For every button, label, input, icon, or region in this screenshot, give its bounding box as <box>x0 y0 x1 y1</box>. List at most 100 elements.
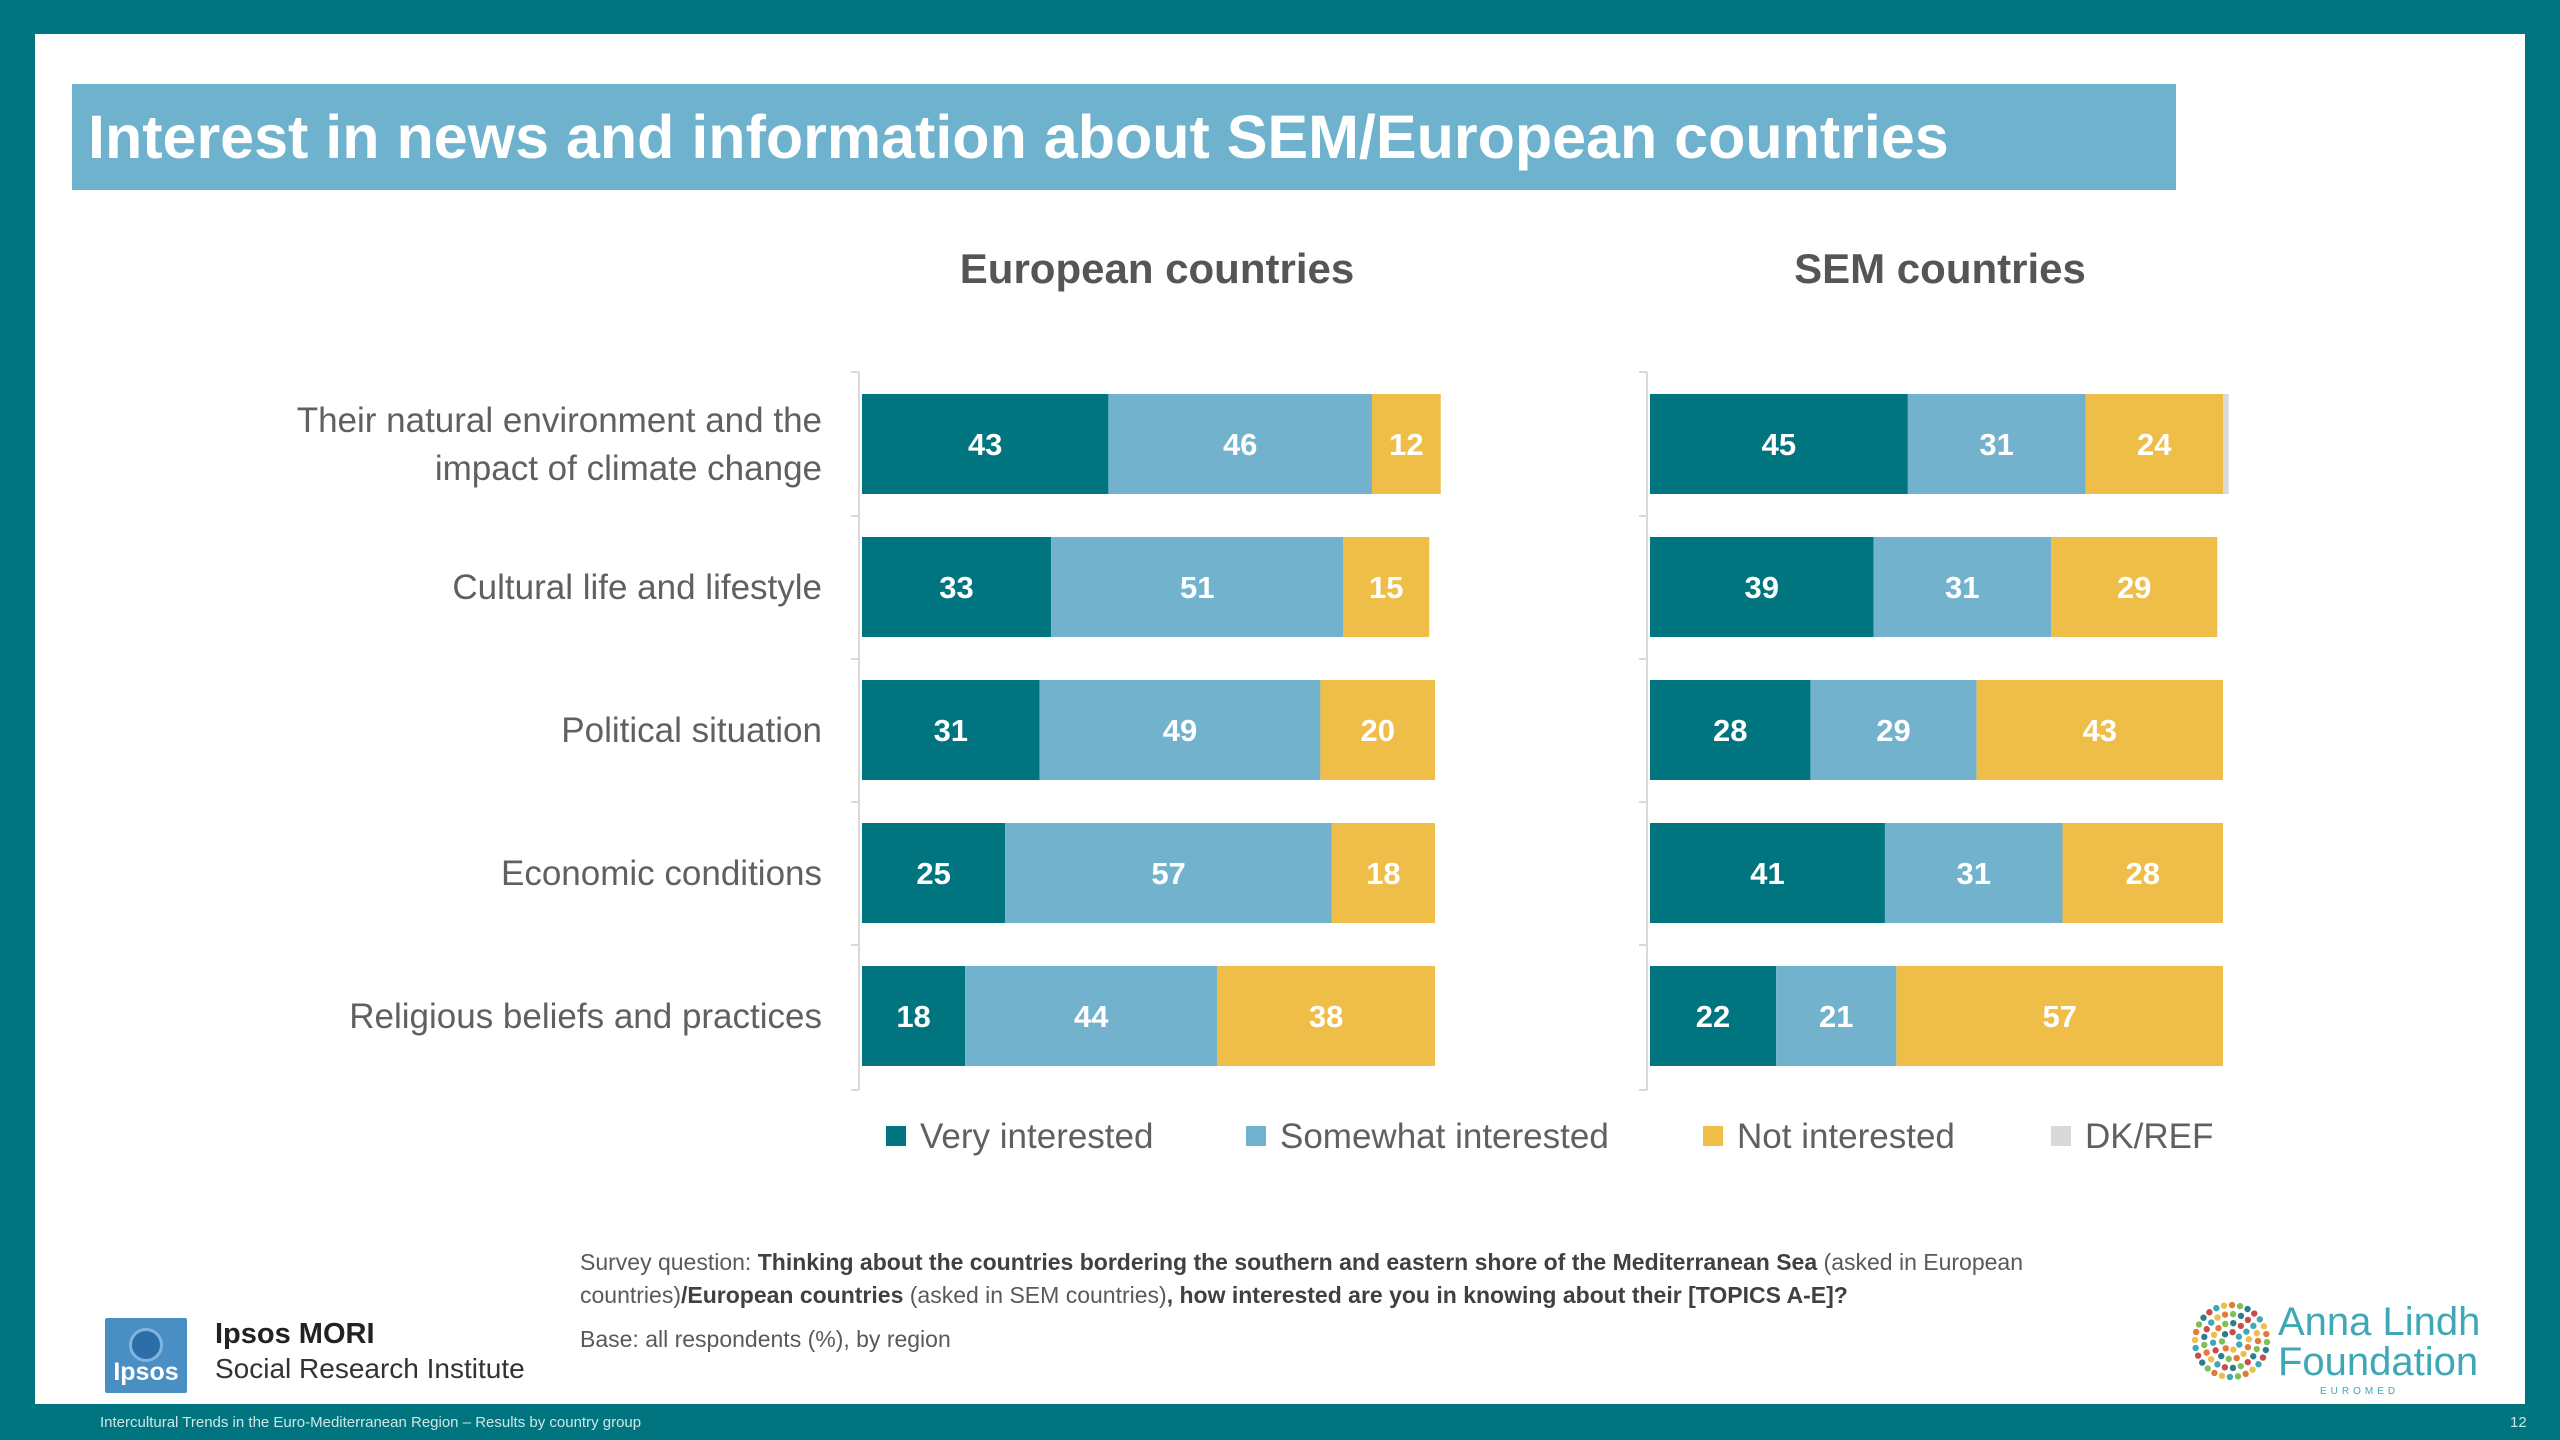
logo-dot <box>2263 1338 2271 1346</box>
anna-lindh-logo-icon <box>2191 1301 2271 1381</box>
logo-dot <box>2201 1333 2208 1341</box>
logo-dot <box>2253 1329 2261 1337</box>
category-label: Political situation <box>561 711 822 750</box>
data-label-sem-somewhat: 29 <box>1876 713 1910 748</box>
logo-dot <box>2226 1373 2234 1381</box>
bar-european-very <box>862 823 1006 923</box>
anna-lindh-name: Anna Lindh Foundation <box>2278 1302 2480 1382</box>
bar-european-not <box>1217 966 1435 1066</box>
bar-sem-somewhat <box>1810 680 1977 780</box>
bar-european-somewhat <box>1005 823 1332 923</box>
bar-sem-somewhat <box>1907 394 2086 494</box>
logo-dot <box>2213 1304 2220 1312</box>
note-prefix: Survey question: <box>580 1249 758 1275</box>
logo-dot <box>2211 1369 2218 1377</box>
base-note: Base: all respondents (%), by region <box>580 1326 951 1352</box>
data-label-european-not: 38 <box>1309 999 1343 1034</box>
data-label-sem-somewhat: 31 <box>1945 570 1979 605</box>
bar-sem-very <box>1650 966 1777 1066</box>
logo-dot <box>2203 1326 2210 1333</box>
logo-dot <box>2254 1337 2262 1345</box>
logo-dot <box>2255 1361 2262 1368</box>
data-label-european-somewhat: 57 <box>1151 856 1185 891</box>
legend: Very interested Somewhat interested Not … <box>886 1112 2226 1162</box>
data-label-sem-very: 28 <box>1713 713 1747 748</box>
data-label-sem-not: 57 <box>2042 999 2076 1034</box>
logo-dot <box>2194 1352 2202 1359</box>
bar-european-somewhat <box>1039 680 1321 780</box>
data-label-sem-not: 24 <box>2137 427 2172 462</box>
data-label-european-very: 25 <box>916 856 950 891</box>
bar-sem-somewhat <box>1873 537 2052 637</box>
logo-dot <box>2220 1302 2228 1309</box>
category-label: Religious beliefs and practices <box>349 997 822 1036</box>
category-label: Economic conditions <box>501 854 822 893</box>
ipsos-emblem-icon <box>129 1328 163 1362</box>
logo-dot <box>2244 1358 2251 1366</box>
legend-dk-ref: DK/REF <box>2051 1112 2213 1162</box>
bar-european-not <box>1331 823 1435 923</box>
logo-dot <box>2229 1310 2237 1318</box>
logo-dot <box>2221 1364 2229 1371</box>
bar-sem-somewhat <box>1776 966 1897 1066</box>
legend-label-somewhat: Somewhat interested <box>1280 1117 1609 1156</box>
logo-dot <box>2259 1354 2267 1361</box>
logo-dot <box>2214 1314 2221 1321</box>
legend-not-interested: Not interested <box>1703 1112 1955 1162</box>
bar-european-not <box>1343 537 1430 637</box>
logo-dot <box>2250 1322 2257 1330</box>
bar-sem-not <box>2062 823 2223 923</box>
logo-dot <box>2237 1362 2244 1370</box>
data-label-sem-somewhat: 31 <box>1957 856 1991 891</box>
logo-dot <box>2228 1301 2236 1309</box>
logo-dot <box>2203 1349 2210 1356</box>
bar-european-very <box>862 680 1040 780</box>
legend-label-very: Very interested <box>920 1117 1154 1156</box>
data-label-sem-very: 39 <box>1744 570 1778 605</box>
data-label-sem-somewhat: 21 <box>1819 999 1853 1034</box>
logo-dot <box>2204 1365 2211 1372</box>
legend-label-not: Not interested <box>1737 1117 1955 1156</box>
data-label-european-not: 18 <box>1366 856 1400 891</box>
legend-swatch-very <box>886 1125 906 1146</box>
data-label-european-somewhat: 44 <box>1074 999 1109 1034</box>
logo-dot <box>2229 1328 2236 1336</box>
category-label: Their natural environment and the <box>297 401 822 440</box>
logo-dot <box>2218 1352 2225 1360</box>
logo-dot <box>2240 1350 2247 1358</box>
bar-sem-not <box>1896 966 2223 1066</box>
category-label: Cultural life and lifestyle <box>452 568 822 607</box>
legend-label-dk: DK/REF <box>2085 1117 2214 1156</box>
data-label-european-somewhat: 49 <box>1163 713 1197 748</box>
logo-dot <box>2215 1324 2222 1332</box>
bar-european-somewhat <box>1108 394 1372 494</box>
logo-dot <box>2244 1305 2251 1313</box>
logo-dot <box>2233 1354 2240 1362</box>
bar-sem-somewhat <box>1884 823 2063 923</box>
logo-dot <box>2234 1373 2242 1380</box>
bar-sem-very <box>1650 394 1908 494</box>
data-label-sem-not: 28 <box>2126 856 2160 891</box>
ipsos-name: Ipsos MORI <box>215 1318 375 1350</box>
logo-dot <box>2245 1336 2253 1343</box>
logo-dot <box>2206 1309 2213 1316</box>
logo-dot <box>2243 1328 2250 1335</box>
bar-european-somewhat <box>965 966 1218 1066</box>
logo-dot <box>2218 1338 2226 1345</box>
logo-dot <box>2191 1336 2199 1344</box>
logo-dot <box>2230 1346 2237 1353</box>
bar-european-not <box>1371 394 1441 494</box>
legend-very-interested: Very interested <box>886 1112 1153 1162</box>
logo-dot <box>2208 1319 2215 1326</box>
note-asked-european: (asked in European countries) <box>580 1249 2024 1308</box>
logo-dot <box>2207 1356 2215 1363</box>
survey-question-note: Survey question: Thinking about the coun… <box>580 1246 2140 1312</box>
footer-text: Intercultural Trends in the Euro-Mediter… <box>100 1414 642 1431</box>
logo-dot <box>2236 1302 2244 1310</box>
bar-european-very <box>862 394 1109 494</box>
logo-dot <box>2244 1343 2252 1351</box>
logo-dot <box>2192 1328 2200 1336</box>
bar-sem-very <box>1650 680 1811 780</box>
bar-sem-dk <box>2223 394 2229 494</box>
logo-dot <box>2251 1310 2258 1317</box>
